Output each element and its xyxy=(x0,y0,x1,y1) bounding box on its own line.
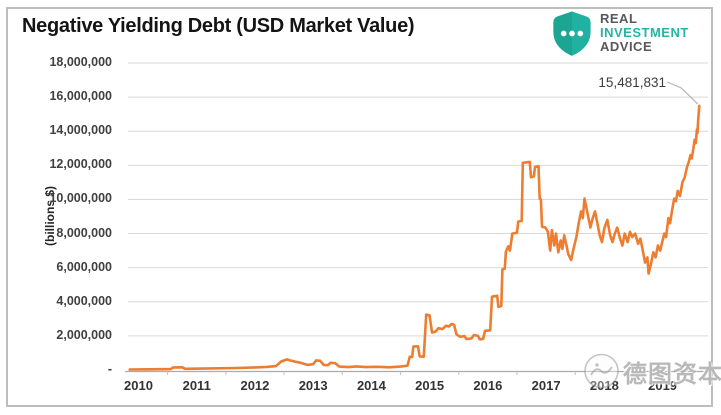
y-tick-label: - xyxy=(107,362,112,376)
y-tick-label: 8,000,000 xyxy=(56,225,112,240)
x-tick-label: 2013 xyxy=(298,378,328,393)
y-tick-label: 12,000,000 xyxy=(49,157,112,172)
logo-line-real: REAL xyxy=(600,11,638,26)
brand-logo-text: REAL INVESTMENT ADVICE xyxy=(600,10,689,54)
x-tick-label: 2017 xyxy=(531,378,561,393)
x-tick-label: 2016 xyxy=(473,378,503,393)
watermark-seal-icon xyxy=(584,353,619,389)
x-tick-label: 2018 xyxy=(580,378,628,393)
shield-icon xyxy=(553,11,591,56)
y-tick-label: 4,000,000 xyxy=(56,293,112,308)
x-tick-label: 2015 xyxy=(415,378,445,393)
logo-line-investment: INVESTMENT xyxy=(600,25,689,40)
x-tick-label: 2019 xyxy=(648,378,678,393)
x-tick-label: 2011 xyxy=(182,378,211,393)
chart-card xyxy=(6,7,713,407)
y-tick-label: 14,000,000 xyxy=(49,123,112,138)
x-tick-label: 2010 xyxy=(124,378,153,393)
y-tick-label: 10,000,000 xyxy=(49,191,112,206)
watermark-text: 德图资本 xyxy=(623,360,721,388)
y-tick-label: 2,000,000 xyxy=(56,327,112,342)
series-line xyxy=(128,104,701,371)
x-tick-label: 2014 xyxy=(356,378,386,393)
x-tick-label: 2012 xyxy=(240,378,270,393)
peak-annotation-label: 15,481,831 xyxy=(598,75,666,90)
y-tick-label: 18,000,000 xyxy=(49,55,112,69)
watermark: 德图资本 xyxy=(583,352,721,390)
y-tick-label: 6,000,000 xyxy=(56,259,112,274)
brand-logo: REAL INVESTMENT ADVICE xyxy=(551,10,689,57)
logo-line-advice: ADVICE xyxy=(600,39,653,54)
chart-title: Negative Yielding Debt (USD Market Value… xyxy=(22,15,415,37)
annotation-leader-line xyxy=(667,81,699,105)
y-tick-label: 16,000,000 xyxy=(49,89,112,104)
